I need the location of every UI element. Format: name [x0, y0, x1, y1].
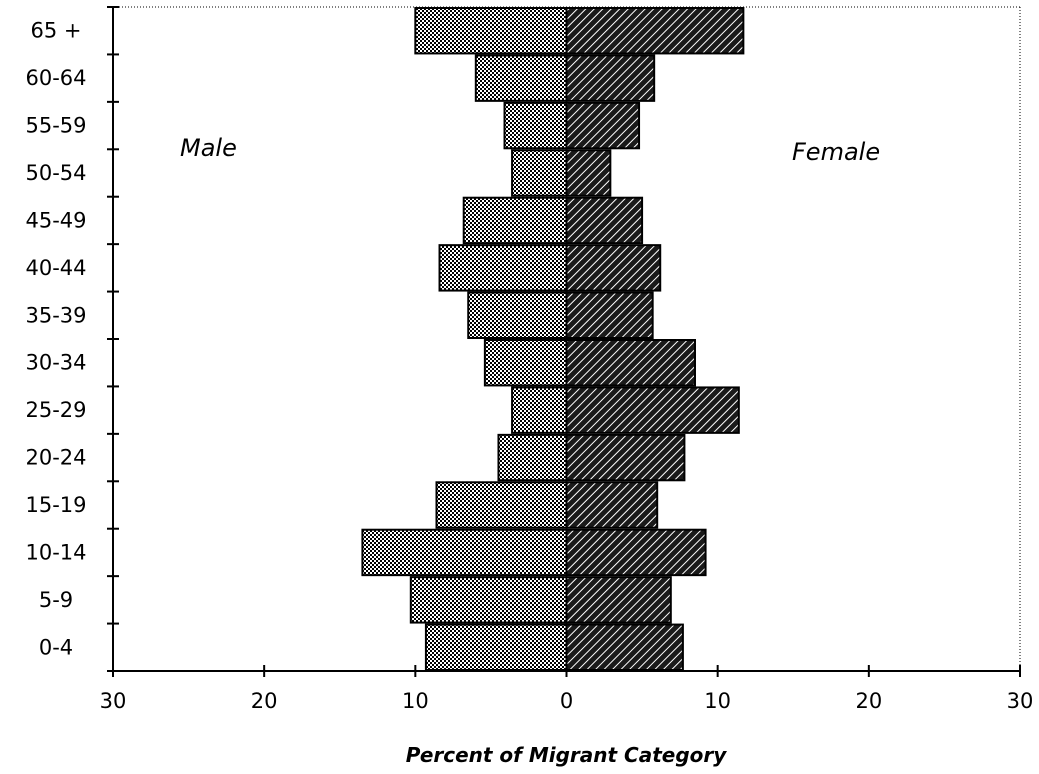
bar-male-0-4 — [424, 623, 568, 671]
bar-male-5-9 — [409, 576, 568, 624]
y-tick-label-0-4: 0-4 — [39, 635, 73, 659]
y-ticks-layer: 0-4 5-9 10-14 15-19 20-24 25-29 30-34 35-39 40-4… — [25, 6, 119, 672]
bar-male-60-64 — [474, 54, 568, 102]
bar-female-55-59 — [565, 101, 641, 150]
bar-female-35-39 — [565, 291, 654, 340]
bar-female-5-9 — [565, 576, 672, 624]
male-side-label: Male — [180, 134, 237, 162]
bar-male-10-14 — [361, 528, 568, 577]
x-tick-label: 10 — [402, 689, 429, 713]
y-tick-label-45-49: 45-49 — [25, 208, 86, 232]
bar-female-40-44 — [565, 244, 662, 292]
x-tick-label: 30 — [100, 689, 127, 713]
bar-male-15-19 — [435, 481, 568, 529]
bar-female-10-14 — [565, 528, 707, 577]
x-axis-title: Percent of Migrant Category — [406, 743, 728, 767]
bar-male-25-29 — [511, 386, 568, 434]
bar-male-40-44 — [438, 244, 568, 292]
bar-female-15-19 — [565, 481, 659, 529]
y-tick-label-40-44: 40-44 — [25, 256, 86, 280]
bar-male-45-49 — [462, 196, 568, 245]
bars-layer — [361, 7, 745, 671]
y-tick-label-65: 65 + — [31, 19, 82, 43]
x-tick-label: 30 — [1007, 689, 1034, 713]
x-tick-label: 20 — [855, 689, 882, 713]
bar-female-65 — [565, 7, 745, 55]
y-tick-label-10-14: 10-14 — [25, 540, 86, 564]
x-tick-label: 20 — [251, 689, 278, 713]
female-side-label: Female — [792, 138, 880, 166]
bar-female-50-54 — [565, 149, 612, 197]
bar-male-50-54 — [511, 149, 568, 197]
y-tick-label-50-54: 50-54 — [25, 161, 86, 185]
bar-male-30-34 — [483, 339, 568, 387]
bar-male-35-39 — [467, 291, 568, 340]
bar-female-60-64 — [565, 54, 656, 102]
y-tick-label-35-39: 35-39 — [25, 303, 86, 327]
y-tick-label-15-19: 15-19 — [25, 493, 86, 517]
y-tick-label-5-9: 5-9 — [39, 588, 73, 612]
y-tick-label-20-24: 20-24 — [25, 446, 86, 470]
bar-male-20-24 — [497, 433, 568, 482]
bar-male-65 — [414, 7, 568, 55]
bar-female-45-49 — [565, 196, 644, 245]
bar-female-30-34 — [565, 339, 696, 387]
bar-male-55-59 — [503, 101, 568, 150]
x-tick-label: 0 — [560, 689, 573, 713]
y-tick-label-55-59: 55-59 — [25, 114, 86, 138]
y-tick-label-30-34: 30-34 — [25, 351, 86, 375]
x-tick-label: 10 — [704, 689, 731, 713]
bar-female-20-24 — [565, 433, 686, 482]
bar-female-25-29 — [565, 386, 740, 434]
y-tick-label-60-64: 60-64 — [25, 66, 86, 90]
y-tick-label-25-29: 25-29 — [25, 398, 86, 422]
bar-female-0-4 — [565, 623, 684, 671]
x-ticks-layer: 30 20 10 0 10 20 30 — [100, 665, 1034, 713]
